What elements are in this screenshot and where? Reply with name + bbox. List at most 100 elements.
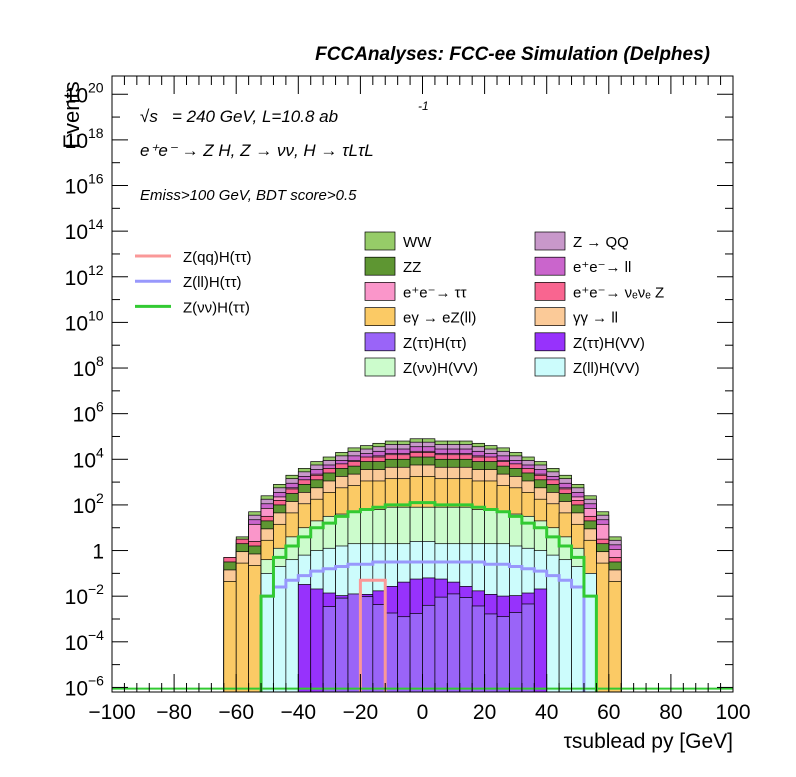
y-tick-label: 10 <box>65 130 88 153</box>
x-tick-label: −20 <box>343 701 379 724</box>
bar-Ztautau_Htautau-16 <box>471 605 485 693</box>
bar-Zll_HVV-48 <box>571 566 585 693</box>
y-tick-label: 10 <box>73 358 96 381</box>
legend-label: Z → QQ <box>573 234 629 251</box>
bar-Ztautau_Htautau-20 <box>484 613 498 693</box>
bar-Ztautau_Htautau-0 <box>422 604 436 693</box>
x-tick-label: 100 <box>715 701 750 724</box>
bar-egamma_eZll-56 <box>596 562 610 693</box>
info-box: √s = 240 GeV, L=10.8 ab -1 e⁺e⁻ → Z H, Z… <box>140 99 429 204</box>
y-tick-exponent: 20 <box>88 79 104 95</box>
legend-swatch-Znunu_HVV <box>364 357 396 377</box>
legend-label: Z(qq)H(ττ) <box>183 249 252 266</box>
bar-Ztautau_Htautau-28 <box>509 612 523 693</box>
y-tick-label: 10 <box>65 586 88 609</box>
legend-swatch-Ztautau_Htautau <box>364 332 396 352</box>
x-tick-label: 40 <box>535 701 558 724</box>
bar-Zll_HVV-52 <box>583 573 597 693</box>
energy-lumi-label: = 240 GeV, L=10.8 ab <box>172 107 338 126</box>
bar-egamma_eZll-60 <box>608 580 622 693</box>
line-line_ll <box>259 560 586 692</box>
x-tick-label: 20 <box>473 701 496 724</box>
bar-Ztautau_Htautau--20 <box>360 596 374 693</box>
y-tick-label: 10 <box>65 221 88 244</box>
x-tick-label: −80 <box>156 701 192 724</box>
bar-Ztautau_Htautau-12 <box>459 597 473 693</box>
legend-swatch-Z_QQ <box>534 231 566 251</box>
bar-Ztautau_Htautau-8 <box>446 593 461 693</box>
bar-Ztautau_HVV-36 <box>533 588 548 693</box>
y-tick-exponent: 18 <box>88 125 104 141</box>
y-tick-exponent: 14 <box>88 216 104 232</box>
legend-label: Z(νν)H(VV) <box>403 360 478 377</box>
y-tick-exponent: 16 <box>88 171 104 187</box>
process-label: e⁺e⁻ → Z H, Z → νν, H → τLτL <box>140 141 374 160</box>
y-tick-exponent: 4 <box>96 444 104 460</box>
legend-label: WW <box>403 234 432 251</box>
bar-Ztautau_Htautau-32 <box>521 603 535 693</box>
bar-Zll_HVV--48 <box>273 566 287 693</box>
legend-swatch-ee_ll <box>534 256 566 276</box>
x-tick-label: 0 <box>417 701 429 724</box>
legend-label: Z(ll)H(ττ) <box>183 274 242 291</box>
legend-swatch-ee_tautau <box>364 282 396 301</box>
y-tick-label: 10 <box>65 632 88 655</box>
y-tick-label: 10 <box>73 449 96 472</box>
selection-label: Emiss>100 GeV, BDT score>0.5 <box>140 187 357 204</box>
y-tick-label: 10 <box>65 677 88 700</box>
x-axis-title: τsublead py [GeV] <box>564 730 733 753</box>
legend-label: Z(ll)H(VV) <box>573 360 640 377</box>
axes: −100 −80 −60 −40 −20 0 20 40 60 80 10010−610−410−2… <box>65 76 751 724</box>
x-tick-label: 60 <box>597 701 620 724</box>
legend-swatch-WW <box>364 231 396 251</box>
x-tick-label: 80 <box>659 701 682 724</box>
legend-swatch-Ztautau_HVV <box>534 332 566 352</box>
bar-Ztautau_Htautau-24 <box>496 616 510 693</box>
legend-swatch-gammagamma_ll <box>534 307 566 326</box>
bar-Ztautau_HVV--40 <box>297 584 312 693</box>
y-tick-label: 10 <box>65 176 88 199</box>
sqrt-s-label: √s <box>140 107 158 126</box>
lumi-exponent: -1 <box>418 99 429 113</box>
legend-swatch-Zll_HVV <box>534 357 566 377</box>
bar-Ztautau_Htautau-4 <box>434 596 448 693</box>
bar-egamma_eZll--60 <box>235 562 249 693</box>
bar-Ztautau_Htautau--8 <box>397 616 411 693</box>
y-tick-exponent: 6 <box>96 399 104 415</box>
bar-egamma_eZll--64 <box>223 580 237 693</box>
y-tick-label: 10 <box>65 267 88 290</box>
line-line_qq <box>358 578 387 692</box>
y-tick-exponent: −2 <box>88 581 104 597</box>
legend-swatch-egamma_eZll <box>364 307 396 326</box>
y-tick-exponent: −6 <box>88 672 104 688</box>
legend-label: e⁺e⁻→ ττ <box>403 284 467 301</box>
y-tick-exponent: 10 <box>88 307 104 323</box>
legend-label: Z(ττ)H(ττ) <box>403 335 467 352</box>
bar-Ztautau_Htautau--32 <box>322 606 336 693</box>
bar-Ztautau_Htautau--16 <box>372 604 386 693</box>
y-tick-label: 10 <box>65 84 88 107</box>
y-axis-title: Events <box>59 81 84 148</box>
bar-Ztautau_HVV--36 <box>310 588 324 693</box>
x-tick-label: −100 <box>88 701 135 724</box>
legend-label: e⁺e⁻→ ll <box>573 259 631 276</box>
y-tick-label: 10 <box>73 404 96 427</box>
legend-label: eγ → eZ(ll) <box>403 310 476 327</box>
y-tick-label: 10 <box>65 312 88 335</box>
bar-egamma_eZll--56 <box>248 565 262 693</box>
legend-label: e⁺e⁻→ νₑνₑ Z <box>573 284 664 301</box>
bar-Ztautau_Htautau--24 <box>347 593 361 693</box>
bar-Ztautau_Htautau--12 <box>384 612 399 693</box>
y-tick-label: 10 <box>73 495 96 518</box>
y-tick-exponent: 12 <box>88 262 104 278</box>
x-tick-label: −60 <box>218 701 254 724</box>
legend-label: γγ → ll <box>573 310 618 327</box>
legend-swatch-ZZ <box>364 256 396 276</box>
header-title: FCCAnalyses: FCC-ee Simulation (Delphes) <box>315 44 710 65</box>
y-tick-label: 1 <box>92 541 104 564</box>
bar-Ztautau_Htautau--4 <box>409 613 423 693</box>
legend: WW ZZ e⁺e⁻→ ττ eγ → eZ(ll) Z(ττ)H(ττ) Z(νν)H(… <box>135 231 664 377</box>
legend-swatch-ee_nunuZ <box>534 282 566 301</box>
legend-label: Z(νν)H(ττ) <box>183 299 250 316</box>
